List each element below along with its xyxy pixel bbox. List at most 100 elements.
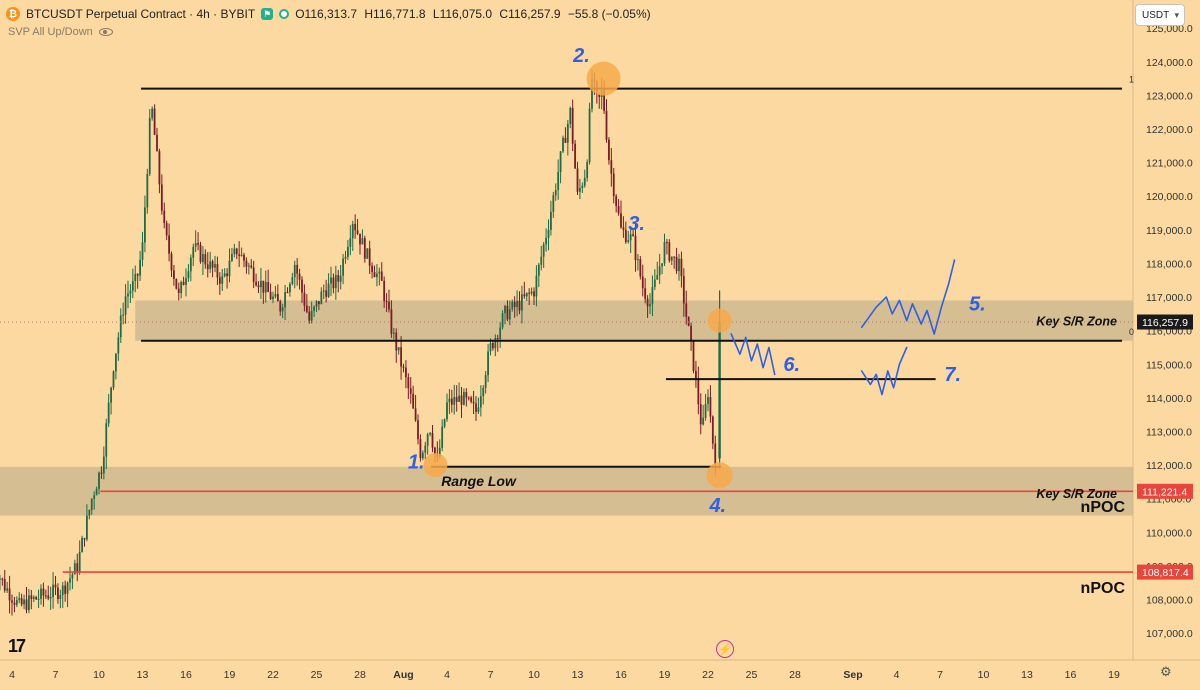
flash-icon[interactable]: ⚡ xyxy=(716,640,734,658)
candle-body xyxy=(320,291,323,305)
candle-body xyxy=(6,588,9,591)
candle-body xyxy=(566,123,569,143)
candle-body xyxy=(202,254,204,263)
annotation-7: 7. xyxy=(944,364,961,386)
candle-body xyxy=(472,401,475,404)
candle-body xyxy=(105,423,108,457)
candle-body xyxy=(187,271,190,279)
npoc-label-upper: nPOC xyxy=(1081,499,1126,516)
tradingview-logo-icon[interactable]: 17 xyxy=(8,636,26,656)
currency-select[interactable]: USDT xyxy=(1135,4,1185,26)
x-tick-label: 25 xyxy=(311,669,323,681)
key-sr-zone-label-lower: Key S/R Zone xyxy=(1036,487,1117,501)
indicator-legend[interactable]: SVP All Up/Down xyxy=(8,26,113,38)
candle-body xyxy=(361,238,364,245)
y-tick-label: 120,000.0 xyxy=(1146,191,1193,203)
candle-body xyxy=(156,134,158,152)
candle-body xyxy=(42,588,45,596)
candle-body xyxy=(627,240,630,242)
key-sr-zone-label-upper: Key S/R Zone xyxy=(1036,315,1117,329)
candle-body xyxy=(240,254,243,256)
candle-body xyxy=(697,378,700,405)
candle-body xyxy=(136,274,139,276)
candle-body xyxy=(448,398,451,403)
candle-body xyxy=(482,387,485,397)
candle-body xyxy=(28,595,30,611)
candle-body xyxy=(218,277,221,284)
candle-body xyxy=(388,301,390,310)
projection-7-path xyxy=(860,346,908,396)
x-tick-label: 16 xyxy=(615,669,627,681)
candle-body xyxy=(523,294,526,297)
candle-body xyxy=(494,337,497,349)
candle-body xyxy=(141,242,144,260)
candle-body xyxy=(344,256,347,259)
candle-body xyxy=(18,598,21,601)
candle-body xyxy=(308,311,311,321)
candle-body xyxy=(23,599,25,605)
candle-body xyxy=(458,395,460,402)
candle-body xyxy=(78,552,81,572)
x-tick-label: 13 xyxy=(1021,669,1033,681)
y-tick-label: 110,000.0 xyxy=(1146,527,1192,539)
candle-body xyxy=(71,574,74,579)
candle-body xyxy=(402,366,405,368)
candle-body xyxy=(383,280,386,302)
candle-body xyxy=(107,402,110,424)
candle-body xyxy=(221,276,224,284)
candle-body xyxy=(639,259,642,277)
candle-body xyxy=(83,538,86,540)
scale-marker-1: 1 xyxy=(1129,75,1134,85)
candle-body xyxy=(90,498,93,511)
x-tick-label: 19 xyxy=(659,669,671,681)
candle-body xyxy=(168,235,170,254)
candle-body xyxy=(492,343,494,349)
gear-icon[interactable]: ⚙ xyxy=(1160,664,1172,679)
candle-body xyxy=(632,234,634,236)
bitcoin-logo-icon: ₿ xyxy=(6,7,20,21)
candle-body xyxy=(354,223,357,231)
candle-body xyxy=(429,432,431,435)
candle-body xyxy=(252,267,255,282)
candle-body xyxy=(182,281,185,285)
candle-body xyxy=(342,258,344,276)
y-tick-label: 125,000.0 xyxy=(1146,23,1193,35)
eye-icon[interactable] xyxy=(98,28,113,36)
annotation-3: 3. xyxy=(628,213,645,235)
candle-body xyxy=(670,256,673,261)
candle-body xyxy=(438,447,441,457)
x-tick-label: 7 xyxy=(937,669,943,681)
candle-body xyxy=(591,78,593,109)
candle-body xyxy=(385,301,388,303)
candle-body xyxy=(450,398,453,405)
candle-body xyxy=(122,314,125,316)
candle-body xyxy=(378,271,381,274)
candle-body xyxy=(646,298,649,307)
x-tick-label: 22 xyxy=(267,669,279,681)
candle-body xyxy=(289,284,291,293)
bookmark-icon[interactable]: ⚑ xyxy=(261,8,274,20)
symbol-title[interactable]: BTCUSDT Perpetual Contract · 4h · BYBIT xyxy=(26,7,256,21)
candle-body xyxy=(506,305,509,320)
candle-body xyxy=(170,253,173,271)
current-price-badge xyxy=(1137,314,1193,330)
candle-body xyxy=(223,273,226,277)
candle-body xyxy=(661,263,663,267)
candle-body xyxy=(682,276,685,304)
candle-body xyxy=(680,258,683,277)
candle-body xyxy=(581,185,584,189)
candle-body xyxy=(441,426,444,448)
candle-body xyxy=(463,392,465,405)
candle-body xyxy=(194,242,197,247)
candle-body xyxy=(465,392,468,398)
candle-body xyxy=(47,595,50,599)
candle-body xyxy=(685,303,688,317)
marker-current xyxy=(707,308,732,333)
candle-body xyxy=(86,515,88,540)
y-tick-label: 122,000.0 xyxy=(1146,124,1193,136)
x-tick-label: 4 xyxy=(894,669,900,681)
candle-body xyxy=(552,195,555,212)
